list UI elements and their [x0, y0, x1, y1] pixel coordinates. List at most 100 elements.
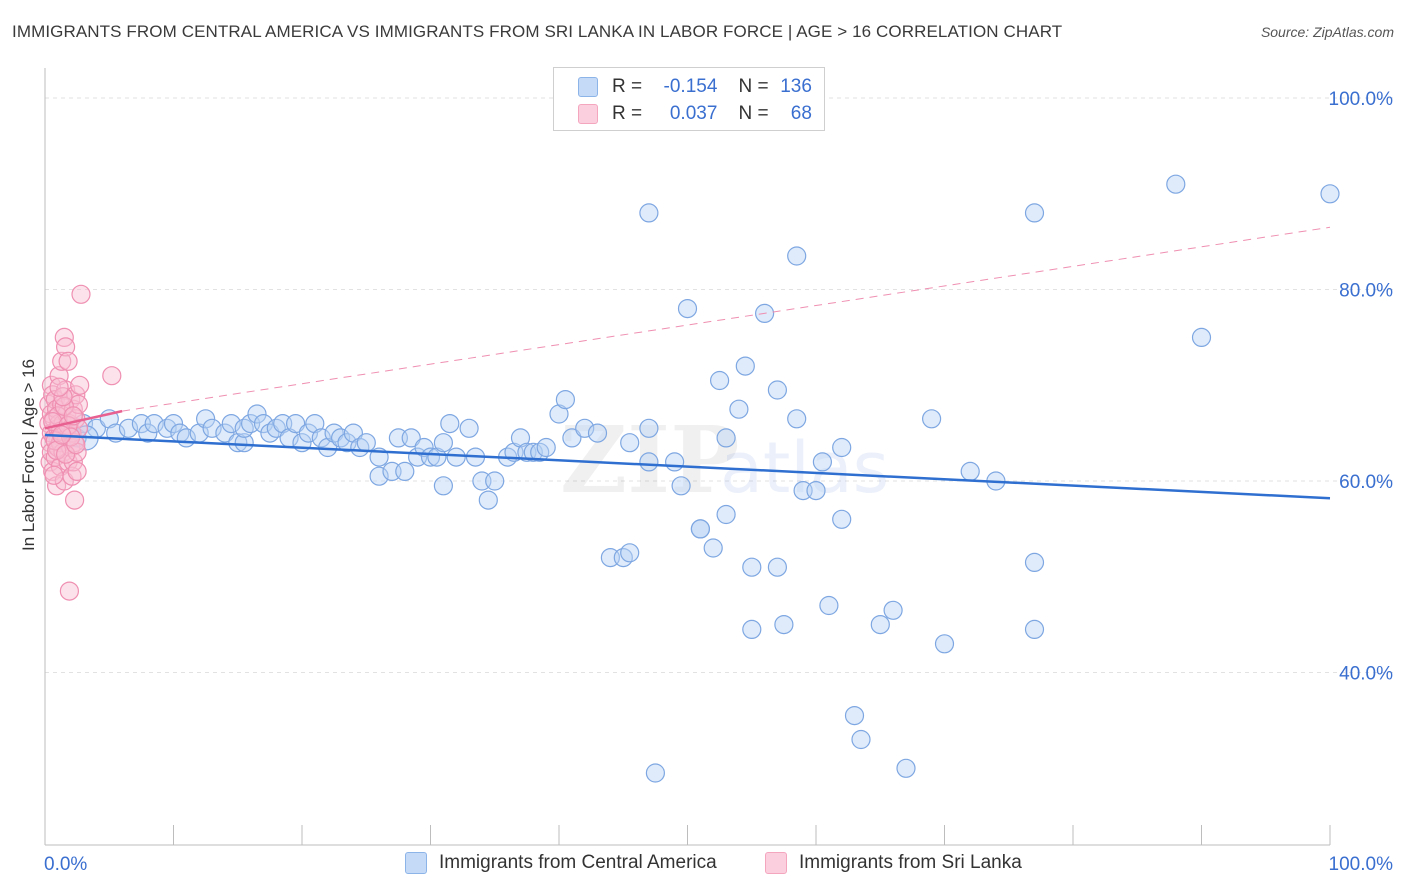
y-axis-title: In Labor Force | Age > 16 [19, 359, 38, 551]
central-america-point [729, 399, 749, 419]
sri-lanka-point [64, 490, 85, 510]
sri-lanka-point [53, 387, 73, 407]
central-america-point [549, 404, 569, 424]
sri-lanka-point [55, 444, 76, 464]
source-label[interactable]: Source: ZipAtlas.com [1260, 24, 1394, 40]
central-america-point [664, 452, 685, 472]
legend-n-value: 68 [790, 103, 812, 124]
central-america-point [253, 414, 274, 434]
central-america-point [163, 414, 184, 434]
legend-r-value: 0.037 [669, 103, 718, 124]
central-america-point [1320, 184, 1340, 204]
central-america-point [806, 481, 826, 501]
central-america-point [896, 758, 916, 778]
central-america-point [787, 409, 807, 429]
watermark-zip: ZIP [560, 406, 739, 514]
central-america-point [1024, 552, 1045, 573]
legend-row-central-america: R = -0.154 N = 136 [578, 74, 812, 100]
central-america-point [883, 600, 903, 620]
chart-title: IMMIGRANTS FROM CENTRAL AMERICA VS IMMIG… [12, 22, 1063, 41]
central-america-point [1191, 327, 1212, 347]
sri-lanka-point [49, 366, 69, 386]
central-america-point [767, 557, 788, 577]
central-america-point [639, 418, 659, 438]
central-america-point [286, 414, 306, 434]
correlation-legend: R = -0.154 N = 136 R = 0.037 N = 68 [553, 67, 825, 131]
central-america-point [459, 418, 479, 438]
sri-lanka-point [70, 375, 90, 395]
central-america-point [485, 471, 505, 491]
central-america-point [478, 490, 498, 510]
central-america-point [536, 437, 556, 458]
sri-lanka-point [55, 337, 76, 357]
legend-r-label: R = [612, 76, 643, 97]
central-america-point [870, 614, 890, 635]
central-america-point [202, 418, 222, 438]
central-america-point [215, 423, 235, 443]
sri-lanka-point [68, 394, 89, 414]
legend-r-label: R = [612, 103, 643, 124]
central-america-point [446, 447, 466, 467]
sri-lanka-point [102, 366, 122, 386]
series-legend-central-america[interactable]: Immigrants from Central America [405, 852, 717, 874]
central-america-point [787, 246, 807, 266]
central-america-point [709, 370, 730, 391]
central-america-point [395, 461, 415, 481]
trend-line-sri-lanka [44, 409, 123, 430]
central-america-point [343, 423, 363, 443]
legend-row-sri-lanka: R = 0.037 N = 68 [578, 101, 812, 127]
central-america-point [934, 634, 955, 654]
central-america-point [1166, 174, 1186, 194]
legend-swatch-blue [578, 77, 598, 97]
central-america-point [1024, 203, 1045, 223]
central-america-point [305, 414, 325, 434]
central-america-point [587, 423, 608, 443]
y-tick-label: 60.0% [1339, 472, 1393, 493]
watermark-atlas: atlas [720, 427, 889, 509]
y-tick-label: 40.0% [1339, 664, 1393, 685]
central-america-point [247, 404, 267, 424]
gridlines [45, 97, 1393, 673]
central-america-point [703, 538, 723, 558]
sri-lanka-point [58, 351, 78, 371]
central-america-point [433, 433, 453, 453]
legend-n-label: N = [738, 76, 769, 97]
central-america-point [401, 428, 421, 448]
central-america-point [671, 476, 691, 496]
x-tick-label: 0.0% [44, 854, 87, 875]
central-america-point [690, 519, 711, 539]
series-legend-label: Immigrants from Sri Lanka [799, 852, 1022, 873]
legend-r-value: -0.154 [663, 76, 718, 97]
series-legend-sri-lanka[interactable]: Immigrants from Sri Lanka [765, 852, 1022, 874]
central-america-point [716, 504, 736, 525]
sri-lanka-point [71, 284, 91, 304]
central-america-point [433, 476, 453, 496]
sri-lanka-point [49, 377, 69, 397]
central-america-point [555, 390, 576, 410]
legend-n-value: 136 [780, 76, 812, 97]
sri-lanka-point [59, 581, 80, 601]
central-america-point [844, 705, 865, 726]
x-tick-label: 100.0% [1329, 854, 1394, 875]
central-america-point [677, 299, 698, 319]
series-swatch-blue [405, 852, 427, 874]
central-america-point [639, 203, 659, 223]
central-america-point [832, 509, 852, 529]
y-tick-label: 80.0% [1339, 281, 1393, 302]
central-america-point [812, 452, 833, 472]
central-america-point [639, 452, 659, 472]
central-america-point [620, 433, 640, 453]
central-america-point [735, 356, 755, 376]
series-legend-label: Immigrants from Central America [439, 852, 717, 873]
y-tick-labels: 40.0% 60.0% 80.0% 100.0% [1329, 89, 1394, 685]
central-america-point [742, 557, 762, 577]
central-america-point [645, 763, 666, 783]
series-sri-lanka-points [39, 284, 122, 601]
legend-n-label: N = [738, 103, 769, 124]
central-america-point [440, 414, 460, 434]
central-america-point [414, 437, 434, 458]
sri-lanka-point [67, 461, 87, 481]
central-america-point [311, 428, 331, 448]
central-america-point [774, 614, 794, 635]
